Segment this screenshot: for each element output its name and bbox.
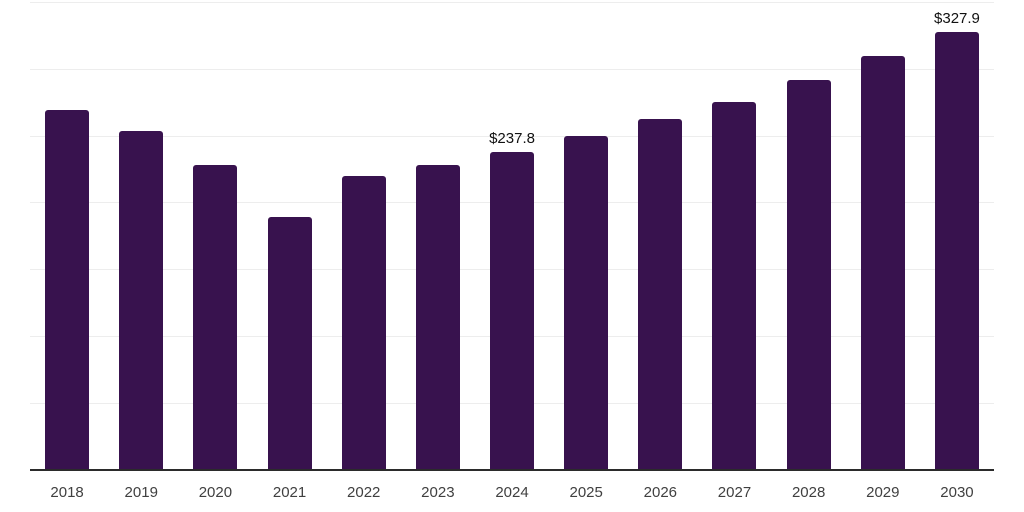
- bar-series: $237.8 $327.9: [30, 2, 994, 470]
- bar-2022[interactable]: [341, 175, 386, 470]
- bar-group-2021: [252, 2, 326, 470]
- x-tick-2026: 2026: [643, 484, 678, 501]
- bar-2030[interactable]: [934, 31, 979, 470]
- data-label-2030: $327.9: [934, 9, 980, 27]
- bar-2023[interactable]: [415, 164, 460, 470]
- x-tick-2020: 2020: [198, 484, 233, 501]
- x-tick-2030: 2030: [940, 484, 974, 501]
- bar-2026[interactable]: [638, 119, 683, 470]
- bar-group-2019: [104, 2, 178, 470]
- x-axis-labels: 2018 2019 2020 2021 2022 2023 2024 2025 2026 2027…: [30, 483, 994, 502]
- bar-group-2028: [772, 2, 846, 470]
- gridline-250: [30, 135, 994, 137]
- x-axis-line: [30, 468, 994, 471]
- bar-group-2027: [697, 2, 771, 470]
- plot-area: $237.8 $327.9: [30, 2, 994, 471]
- bar-group-2024: $237.8: [475, 2, 549, 470]
- x-tick-2028: 2028: [791, 484, 826, 501]
- x-tick-2019: 2019: [124, 484, 158, 501]
- bar-group-2020: [178, 2, 252, 470]
- gridline-300: [30, 68, 994, 70]
- bar-group-2022: [327, 2, 401, 470]
- bar-2019[interactable]: [119, 130, 164, 470]
- bar-2029[interactable]: [860, 55, 905, 470]
- gridline-350: [30, 2, 994, 3]
- bar-2024[interactable]: [490, 151, 535, 470]
- bar-2018[interactable]: [45, 110, 90, 470]
- bar-group-2030: $327.9: [920, 2, 994, 470]
- x-tick-2025: 2025: [569, 484, 603, 501]
- data-label-2024: $237.8: [489, 129, 535, 147]
- bar-2025[interactable]: [564, 136, 609, 470]
- bar-group-2018: [30, 2, 104, 470]
- x-tick-2024: 2024: [495, 484, 529, 501]
- bar-group-2029: [846, 2, 920, 470]
- x-tick-2029: 2029: [866, 484, 900, 501]
- bar-2020[interactable]: [193, 165, 238, 470]
- bar-group-2023: [401, 2, 475, 470]
- bar-group-2026: [623, 2, 697, 470]
- x-tick-2027: 2027: [717, 484, 752, 501]
- bar-2021[interactable]: [267, 216, 312, 470]
- bar-group-2025: [549, 2, 623, 470]
- x-tick-2022: 2022: [347, 484, 381, 501]
- bar-2028[interactable]: [786, 80, 831, 470]
- x-tick-2018: 2018: [50, 484, 84, 501]
- x-tick-2021: 2021: [272, 484, 307, 501]
- bar-2027[interactable]: [712, 101, 757, 470]
- x-tick-2023: 2023: [421, 484, 455, 501]
